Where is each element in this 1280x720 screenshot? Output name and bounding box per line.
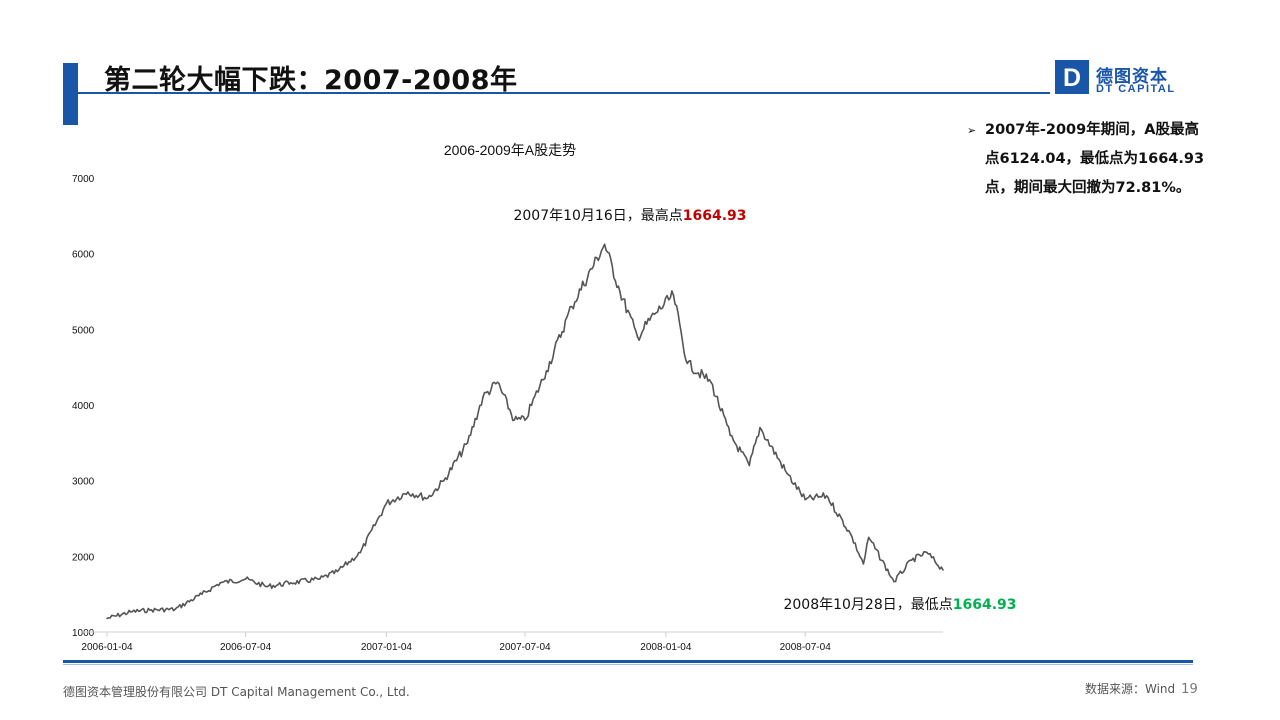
series-point [466,442,469,444]
index-series-line [106,243,944,620]
arrow-bullet-icon: ➢ [967,124,977,137]
series-point [201,593,203,595]
series-point [653,313,656,316]
series-point [759,426,761,429]
series-point [426,497,429,499]
footer-company: 德图资本管理股份有限公司 DT Capital Management Co., … [63,685,410,699]
title-accent-bar [63,63,78,125]
series-point [686,362,689,365]
chart-title: 2006-2009年A股走势 [444,142,576,158]
series-point [106,617,108,620]
series-point [672,294,675,297]
series-point [710,381,712,384]
title-underline [78,92,1050,94]
logo-d-icon: D [1055,60,1089,94]
series-point [131,610,134,613]
series-point [804,498,806,501]
series-point [289,582,292,584]
bullet-point: ➢ 2007年-2009年期间，A股最高点6124.04，最低点为1664.93… [967,116,1207,203]
footer-rule [63,660,1193,663]
series-point [174,608,176,611]
annotation-value: 1664.93 [953,597,1017,613]
series-point [786,472,788,474]
series-point [867,536,870,539]
series-point [407,491,409,493]
y-tick-label: 1000 [72,628,95,639]
x-tick-label: 2007-01-04 [361,642,413,653]
series-point [336,570,339,573]
series-point [244,578,247,580]
x-tick-label: 2008-07-04 [780,642,832,653]
series-point [825,495,828,497]
series-point [893,580,895,583]
logo-name-cn: 德图资本 [1096,67,1168,87]
company-logo: D 德图资本 DT CAPITAL [1055,60,1185,100]
series-point [319,578,321,580]
series-point [385,502,388,505]
series-point [748,464,751,467]
annotation-low: 2008年10月28日，最低点1664.93 [783,597,1016,613]
annotation-text: 2008年10月28日，最低点 [783,597,952,613]
bullet-text: 2007年-2009年期间，A股最高点6124.04，最低点为1664.93点，… [985,122,1205,196]
series-point [729,434,731,437]
series-point [636,336,639,338]
y-tick-label: 4000 [72,401,95,412]
x-tick-label: 2008-01-04 [640,642,692,653]
series-point [942,569,944,571]
page-title: 第二轮大幅下跌：2007-2008年 [104,65,518,96]
y-tick-label: 3000 [72,477,95,488]
footer-rule-thin [63,664,1193,665]
series-point [849,532,852,535]
y-tick-label: 5000 [72,325,95,336]
series-point [149,609,151,611]
series-point [219,582,222,584]
annotation-text: 2007年10月16日，最高点 [513,207,682,224]
series-point [266,585,268,588]
x-tick-label: 2007-07-04 [499,642,551,653]
annotation-value: 1664.93 [683,208,747,224]
footer-source: 数据来源：Wind 19 [1085,680,1198,697]
series-point [926,551,928,554]
series-point [496,381,499,384]
series-point [619,290,621,293]
y-tick-label: 7000 [72,174,95,185]
series-point [524,419,526,421]
series-point [513,419,516,421]
series-point [443,479,445,482]
logo-letter: D [1063,64,1081,92]
page-number: 19 [1181,682,1198,697]
x-tick-label: 2006-01-04 [81,642,133,653]
series-point [545,370,548,372]
series-point [570,305,573,308]
annotation-high: 2007年10月16日，最高点1664.93 [513,207,746,224]
y-tick-label: 6000 [72,250,95,261]
series-point [482,396,484,399]
series-point [603,243,606,246]
logo-name-en: DT CAPITAL [1096,83,1176,95]
series-point [862,563,865,565]
series-point [910,559,913,561]
x-tick-label: 2006-07-04 [220,642,272,653]
y-tick-label: 2000 [72,552,95,563]
data-source: 数据来源：Wind [1085,682,1176,696]
series-point [359,551,362,554]
